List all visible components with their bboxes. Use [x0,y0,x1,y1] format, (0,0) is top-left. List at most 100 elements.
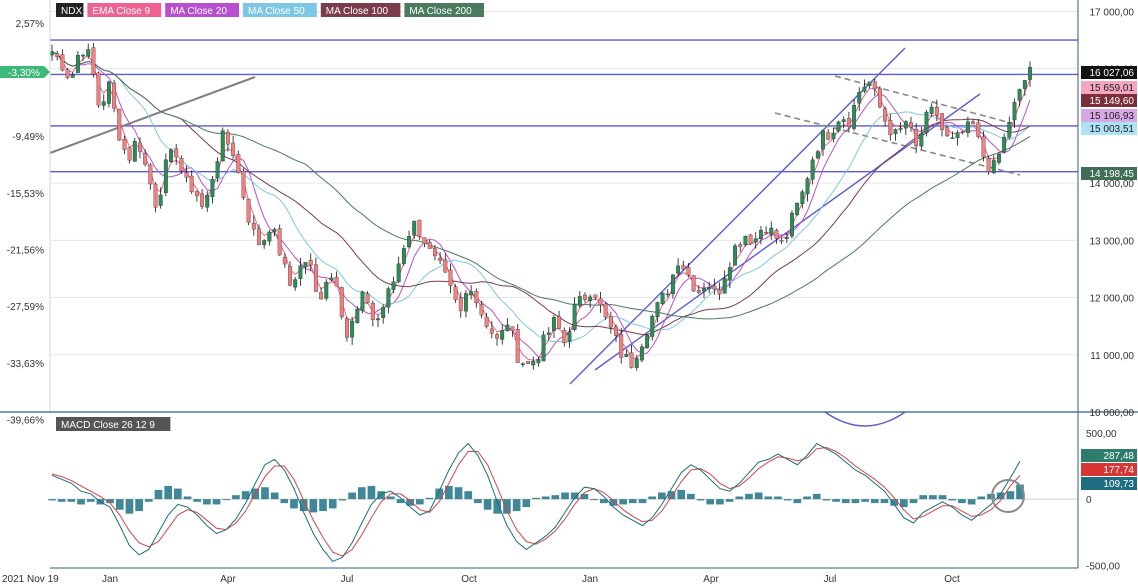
candle-body [101,101,106,106]
candle-body [551,317,556,331]
macd-histogram-bar [183,496,192,500]
legend-item[interactable] [320,3,401,17]
candle-body [733,245,737,266]
candle-body [386,288,391,308]
candle-body [981,136,986,158]
candle-body [919,133,924,147]
macd-layer [48,442,1078,563]
candle-body [893,129,898,135]
candle-body [971,121,976,125]
candle-body [464,293,468,312]
macd-histogram-bar [687,493,695,500]
macd-histogram-bar [716,499,724,505]
candle-body [308,259,313,266]
macd-histogram-bar [435,488,444,500]
candle-body [458,297,463,311]
candle-body [432,248,437,257]
candle-body [614,326,618,336]
macd-histogram-bar [561,492,569,500]
candle-body [241,170,246,199]
candle-body [91,47,96,75]
macd-histogram-bar [1006,491,1015,500]
arc-marker [824,411,906,427]
candle-body [65,69,70,78]
candle-body [955,132,960,139]
macd-histogram-bar [638,499,647,504]
candle-body [86,49,91,57]
legend-item-label: EMA Close 9 [92,6,150,17]
candle-body [634,358,639,368]
candle-body [288,266,292,286]
candle-body [965,121,970,134]
candle-body [546,332,551,335]
x-tick-label: Oct [944,574,960,585]
pct-tick-label: -9,49% [12,132,44,143]
macd-histogram-bar [967,499,976,505]
candle-body [774,230,779,239]
macd-histogram-bar [532,497,540,500]
macd-histogram-bar [270,492,279,500]
macd-histogram-bar [135,499,143,512]
candle-body [422,237,427,244]
candle-body [557,316,562,329]
candle-body [872,81,877,90]
candle-body [272,229,277,232]
candle-body [50,51,54,56]
candle-body [355,308,360,324]
candle-body [158,194,163,206]
macd-histogram-bar [783,499,792,501]
macd-legend-item[interactable] [56,417,171,431]
candle-body [691,275,696,292]
legend-item-label: MA Close 100 [326,6,389,17]
macd-histogram-bar [706,499,715,505]
macd-histogram-bar [929,495,937,500]
candle-body [624,353,629,357]
candle-body [339,287,344,317]
macd-histogram-bar [48,499,56,501]
candle-body [603,303,608,318]
candle-body [924,111,929,134]
x-tick-label: Apr [220,574,236,585]
candle-body [81,54,85,57]
macd-histogram-bar [299,499,308,512]
legend-item[interactable] [56,3,84,17]
candle-body [520,363,525,366]
y-tick-label: 12 000,00 [1090,294,1135,305]
macd-histogram-bar [174,488,182,500]
macd-histogram-bar [987,493,995,500]
legend-item[interactable] [165,3,239,17]
candle-body [500,330,505,340]
macd-histogram-bar [977,496,986,500]
candle-body [753,238,758,243]
candle-body [236,153,241,174]
candle-body [225,132,230,145]
price-tag [1081,94,1137,107]
macd-histogram-bar [609,499,618,506]
candles-layer [50,42,1032,371]
candle-body [810,159,815,180]
macd-histogram-bar [464,491,473,500]
price-tag [1081,167,1137,180]
macd-histogram-bar [628,499,637,504]
candle-body [489,328,494,334]
legend-item[interactable] [87,3,162,17]
candle-body [696,290,701,293]
price-tag-label: 14 198,45 [1090,169,1135,180]
macd-histogram-bar [677,489,686,500]
macd-histogram-bar [396,499,405,504]
macd-histogram-bar [328,499,337,509]
dashed-lower-line [774,112,1021,176]
y-tick-label: 17 000,00 [1090,7,1135,18]
macd-signal-line [51,446,1021,557]
macd-histogram-bar [590,499,598,501]
candle-body [738,244,743,247]
candle-body [764,231,769,234]
candle-body [846,118,851,127]
candle-body [619,334,624,358]
candle-body [888,120,893,135]
legend-item[interactable] [243,3,317,17]
legend-item[interactable] [404,3,484,17]
candle-body [686,267,691,276]
current-pct-tag [0,66,50,78]
old-trendline [49,76,256,154]
